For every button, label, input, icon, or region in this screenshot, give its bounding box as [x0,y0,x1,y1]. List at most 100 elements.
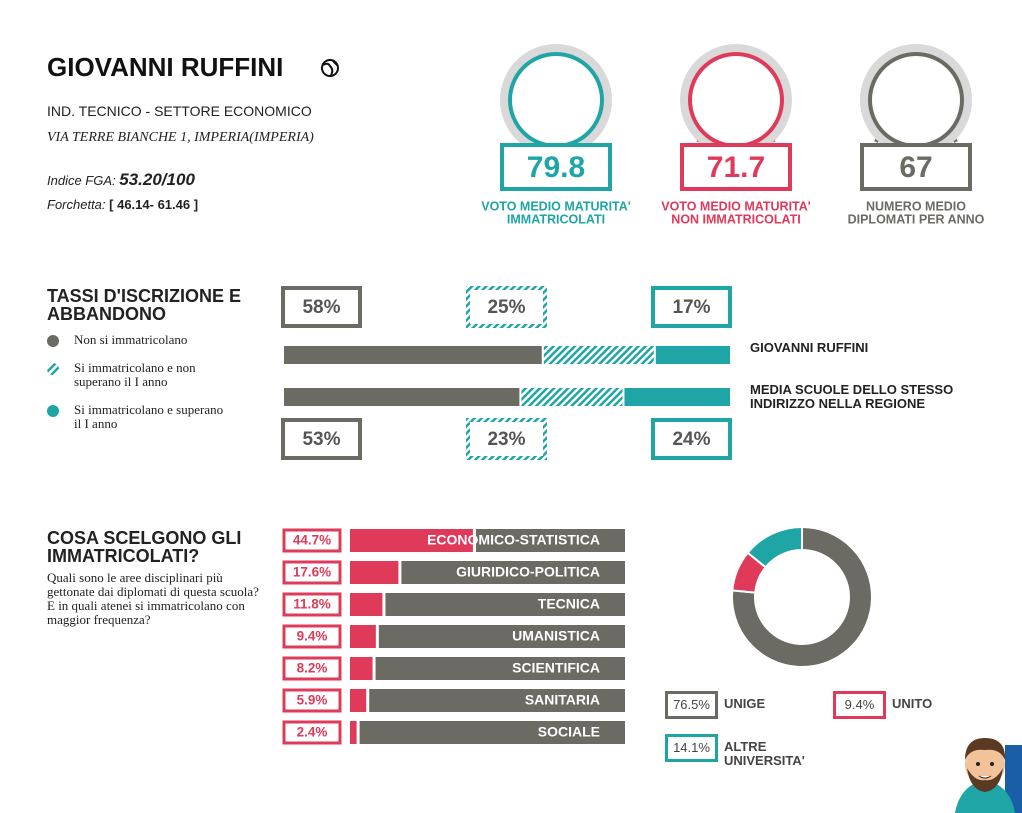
bar-rest [378,625,625,648]
value-label: 11.8% [293,597,331,612]
value-box [282,720,342,745]
choices-title: COSA SCELGONO GLI IMMATRICOLATI? [47,528,242,566]
value-box [282,688,342,713]
category-label: MEDIA SCUOLE DELLO STESSO INDIRIZZO NELL… [750,382,954,411]
bar [350,561,399,584]
value-label: 2.4% [297,725,328,740]
stat-value: 71.7 [707,151,765,184]
bar [350,593,383,616]
legend-value: 14.1% [673,740,710,755]
range: Forchetta: [ 46.14- 61.46 ] [47,197,198,212]
legend-box [665,691,718,719]
value-label: 58% [302,297,340,318]
stat-label: NUMERO MEDIO [866,199,966,213]
value-box [651,286,732,328]
stat-box [680,143,792,191]
stat-label: DIPLOMATI PER ANNO [848,212,985,226]
icon-disc [868,52,964,148]
category-label: TECNICA [538,596,600,612]
value-box [281,286,362,328]
avatar [955,738,1022,813]
legend-box [665,734,718,762]
stacked-segment [541,344,656,366]
legend-label: Si immatricolano e superano il I anno [74,402,224,431]
icon-disc [508,52,604,148]
bar [350,657,373,680]
enrollment-title: TASSI D'ISCRIZIONE E ABBANDONO [47,286,241,324]
category-label: GIURIDICO-POLITICA [456,564,600,580]
bar [350,689,367,712]
value-label: 17.6% [293,565,331,580]
value-label: 5.9% [297,693,328,708]
category-label: ECONOMICO-STATISTICA [427,532,600,548]
stat-label: IMMATRICOLATI [507,212,605,226]
value-label: 25% [487,297,525,318]
bar-rest [375,657,625,680]
subtitle-line: E in quali atenei si immatricolano con m… [47,598,245,627]
choices-subtitle: Quali sono le aree disciplinari più gett… [47,571,262,627]
stacked-segment [282,386,522,408]
category-label: GIOVANNI RUFFINI [750,340,869,355]
value-label: 23% [487,429,525,450]
donut-slice [746,525,803,569]
stat-value: 79.8 [527,151,585,184]
range-label: Forchetta: [47,197,106,212]
bar [350,625,376,648]
legend-label: Non si immatricolano [74,332,188,347]
bar [350,721,357,744]
value-box [282,528,342,553]
legend-marker [47,335,59,347]
bar-rest [359,721,625,744]
stacked-segment [653,344,733,366]
value-box [282,560,342,585]
bar [350,529,473,552]
address: VIA TERRE BIANCHE 1, IMPERIA(IMPERIA) [47,130,314,145]
legend-label: UNITO [892,696,933,711]
value-box [651,418,732,460]
stat-label: VOTO MEDIO MATURITA' [661,199,811,213]
bar-rest [385,593,625,616]
stat-label: VOTO MEDIO MATURITA' [481,199,631,213]
value-label: 53% [302,429,340,450]
school-type: IND. TECNICO - SETTORE ECONOMICO [47,103,312,119]
stat-label: NON IMMATRICOLATI [671,212,800,226]
value-label: 44.7% [293,533,331,548]
legend-label: ALTRE UNIVERSITA' [724,739,805,768]
legend-label: Si immatricolano e non superano il I ann… [74,360,196,389]
legend-marker [47,363,59,375]
value-label: 24% [672,429,710,450]
fga-label: Indice FGA: [47,173,116,188]
fga-value: 53.20/100 [119,170,195,189]
legend-label: UNIGE [724,696,766,711]
school-name: GIOVANNI RUFFINI [47,52,284,82]
stat-box [860,143,972,191]
fga: Indice FGA: 53.20/100 [47,170,195,190]
category-label: SANITARIA [525,692,600,708]
value-label: 9.4% [297,629,328,644]
value-label: 8.2% [297,661,328,676]
bar-rest [401,561,625,584]
range-value: [ 46.14- 61.46 ] [109,197,199,212]
value-box [281,418,362,460]
value-box [282,656,342,681]
legend-value: 9.4% [845,697,875,712]
subtitle-line: Quali sono le aree disciplinari più gett… [47,570,259,599]
donut-slice [731,525,873,668]
legend-value: 76.5% [673,697,710,712]
stat-box [500,143,612,191]
stacked-segment [622,386,732,408]
globe-icon [321,59,339,77]
value-box [466,418,547,460]
bar-rest [369,689,625,712]
legend-box [833,691,886,719]
stacked-segment [519,386,625,408]
stat-value: 67 [899,151,932,184]
category-label: SCIENTIFICA [512,660,600,676]
legend-marker [47,405,59,417]
bar-rest [475,529,625,552]
stacked-segment [282,344,544,366]
value-box [466,286,547,328]
value-box [282,592,342,617]
